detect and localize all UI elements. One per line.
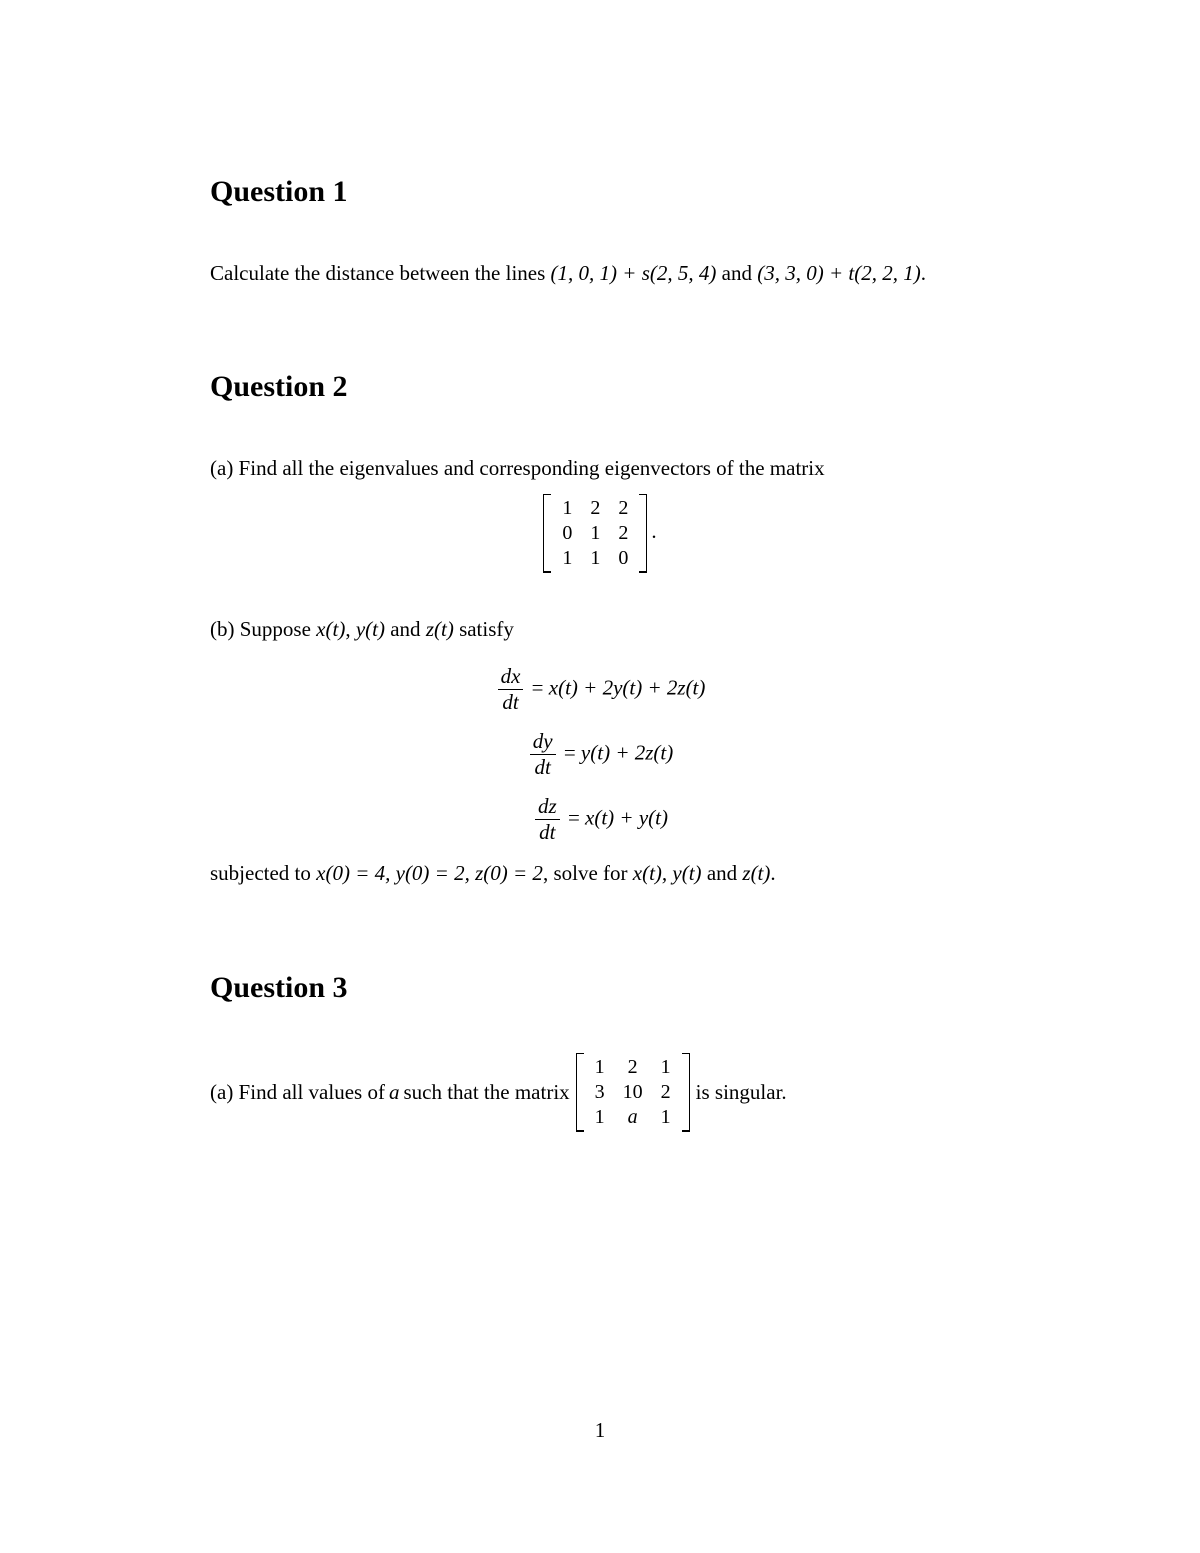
q2b-cond-mid: , solve for: [543, 861, 633, 885]
q2b-eq-1: dxdt = x(t) + 2y(t) + 2z(t): [210, 664, 990, 715]
q1-line1: (1, 0, 1) + s(2, 5, 4): [551, 261, 717, 285]
q2b-intro-pre: (b) Suppose: [210, 617, 316, 641]
q2b-func-z: z(t): [426, 617, 454, 641]
q3a-var: a: [389, 1080, 400, 1105]
q2b-func-x: x(t): [316, 617, 345, 641]
q3a-pre: (a) Find all values of: [210, 1080, 385, 1105]
q2-heading: Question 2: [210, 370, 990, 404]
q2b-equations: dxdt = x(t) + 2y(t) + 2z(t) dydt = y(t) …: [210, 664, 990, 845]
q3-heading: Question 3: [210, 971, 990, 1005]
page-number: 1: [0, 1418, 1200, 1443]
q2b-sep1: ,: [345, 617, 356, 641]
q2b-func-y: y(t): [356, 617, 385, 641]
q1-text-tail: .: [921, 261, 926, 285]
q1-text-mid: and: [716, 261, 757, 285]
q3a-post: is singular.: [696, 1080, 787, 1105]
q3a-body: (a) Find all values of a such that the m…: [210, 1055, 990, 1130]
q1-body: Calculate the distance between the lines…: [210, 259, 990, 288]
q2a-matrix-block: 122 012 110 .: [210, 496, 990, 571]
q2b-intro: (b) Suppose x(t), y(t) and z(t) satisfy: [210, 615, 990, 644]
q3a-matrix: 121 3102 1a1: [576, 1055, 690, 1130]
q2b-sep2: and: [385, 617, 426, 641]
q1-text-pre: Calculate the distance between the lines: [210, 261, 551, 285]
q2b-cond-pre: subjected to: [210, 861, 316, 885]
q2a-matrix-trailing: .: [651, 519, 656, 543]
q2b-eq-3: dzdt = x(t) + y(t): [210, 794, 990, 845]
q1-line2: (3, 3, 0) + t(2, 2, 1): [757, 261, 920, 285]
q2b-solve-for: x(t), y(t): [633, 861, 702, 885]
document-page: Question 1 Calculate the distance betwee…: [0, 0, 1200, 1553]
q3a-mid: such that the matrix: [403, 1080, 569, 1105]
q1-heading: Question 1: [210, 175, 990, 209]
q2a-text: (a) Find all the eigenvalues and corresp…: [210, 454, 990, 483]
q2b-cond-vals: x(0) = 4, y(0) = 2, z(0) = 2: [316, 861, 543, 885]
q2b-and: and: [702, 861, 743, 885]
q2b-last: z(t): [742, 861, 770, 885]
q2b-intro-post: satisfy: [454, 617, 514, 641]
q2b-conditions: subjected to x(0) = 4, y(0) = 2, z(0) = …: [210, 859, 990, 888]
q2b-tail: .: [770, 861, 775, 885]
q2a-matrix: 122 012 110: [543, 496, 647, 571]
q2b-eq-2: dydt = y(t) + 2z(t): [210, 729, 990, 780]
